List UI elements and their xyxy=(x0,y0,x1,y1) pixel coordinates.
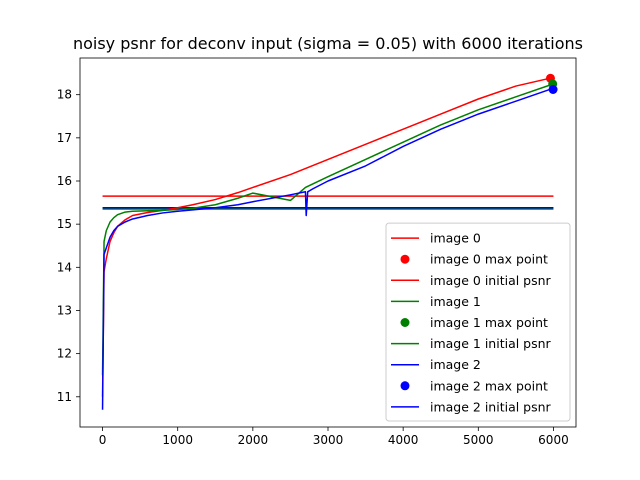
y-tick-label: 15 xyxy=(57,217,72,231)
y-tick-label: 13 xyxy=(57,303,72,317)
y-tick-label: 14 xyxy=(57,260,72,274)
max-point-marker-7 xyxy=(548,85,558,95)
x-tick-label: 1000 xyxy=(162,433,193,447)
legend-marker-point xyxy=(400,254,410,264)
legend-box xyxy=(385,222,571,422)
x-tick-label: 2000 xyxy=(238,433,269,447)
x-tick-label: 4000 xyxy=(388,433,419,447)
x-tick-label: 0 xyxy=(99,433,107,447)
legend-label: image 0 initial psnr xyxy=(430,273,552,288)
y-tick-label: 12 xyxy=(57,347,72,361)
legend-label: image 2 initial psnr xyxy=(430,399,552,414)
chart-title: noisy psnr for deconv input (sigma = 0.0… xyxy=(73,34,583,53)
y-tick-label: 16 xyxy=(57,174,72,188)
x-tick-label: 6000 xyxy=(538,433,569,447)
legend-label: image 2 max point xyxy=(430,378,548,393)
legend-label: image 2 xyxy=(430,357,481,372)
x-tick-label: 5000 xyxy=(463,433,494,447)
legend-marker-point xyxy=(400,381,410,391)
y-tick-label: 11 xyxy=(57,390,72,404)
legend-label: image 1 xyxy=(430,294,481,309)
y-tick-label: 18 xyxy=(57,88,72,102)
legend-label: image 1 initial psnr xyxy=(430,336,552,351)
legend-label: image 0 xyxy=(430,231,481,246)
legend: image 0 image 0 max point image 0 initial … xyxy=(385,222,571,422)
x-tick-label: 3000 xyxy=(313,433,344,447)
y-tick-label: 17 xyxy=(57,131,72,145)
legend-label: image 0 max point xyxy=(430,252,548,267)
series-line-0 xyxy=(101,76,554,397)
legend-label: image 1 max point xyxy=(430,315,548,330)
legend-marker-point xyxy=(400,318,410,327)
series-line-6 xyxy=(101,87,554,410)
series-line-3 xyxy=(101,83,554,376)
